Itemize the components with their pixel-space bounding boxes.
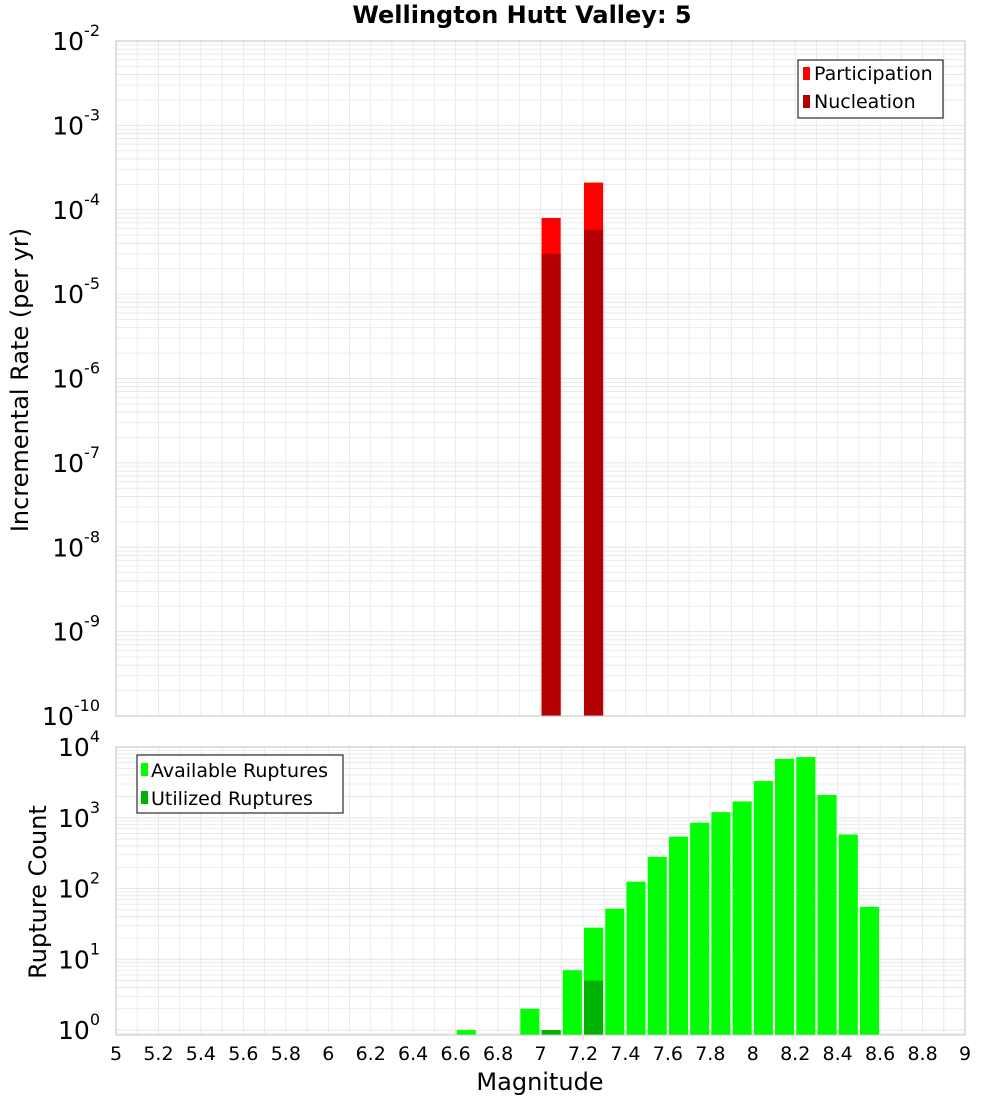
bottom-y-tick-label: 100 bbox=[58, 1010, 100, 1045]
available-ruptures-bar bbox=[456, 1030, 476, 1035]
x-tick-label: 7.8 bbox=[695, 1043, 725, 1065]
available-ruptures-bar bbox=[690, 822, 710, 1035]
bottom-y-tick-label: 103 bbox=[58, 798, 100, 833]
available-ruptures-bar bbox=[520, 1008, 540, 1035]
available-ruptures-bar bbox=[753, 781, 773, 1035]
top-y-tick-label: 10-7 bbox=[52, 443, 100, 478]
top-y-tick-label: 10-6 bbox=[52, 359, 100, 394]
participation-legend-swatch bbox=[803, 67, 810, 80]
nucleation-legend-swatch bbox=[803, 95, 810, 108]
x-axis-label: Magnitude bbox=[476, 1068, 603, 1096]
x-tick-label: 9 bbox=[959, 1043, 971, 1065]
available-legend-swatch bbox=[141, 763, 148, 776]
available-legend-label: Available Ruptures bbox=[151, 760, 328, 782]
top-grid bbox=[115, 41, 966, 717]
top-plot-frame bbox=[115, 40, 966, 717]
top-y-ticks: 10-10 10-9 10-8 10-7 10-6 10-5 10-4 10-3 10-2 bbox=[42, 21, 100, 731]
x-tick-label: 5 bbox=[110, 1043, 122, 1065]
top-y-tick-label: 10-5 bbox=[52, 274, 100, 309]
top-legend-box bbox=[797, 59, 944, 119]
available-ruptures-bar bbox=[838, 834, 858, 1035]
x-tick-label: 7 bbox=[534, 1043, 546, 1065]
x-tick-label: 5.6 bbox=[228, 1043, 258, 1065]
top-legend: Participation Nucleation bbox=[797, 59, 944, 119]
bottom-plot-frame bbox=[115, 746, 966, 1036]
x-tick-label: 6.4 bbox=[398, 1043, 428, 1065]
available-ruptures-bar bbox=[817, 794, 837, 1035]
bottom-y-tick-label: 104 bbox=[58, 727, 100, 762]
top-y-tick-label: 10-3 bbox=[52, 105, 100, 140]
available-ruptures-bar bbox=[732, 801, 752, 1035]
bottom-y-ticks: 100 101 102 103 104 bbox=[58, 727, 100, 1045]
available-ruptures-bar bbox=[626, 881, 646, 1035]
available-ruptures-bar bbox=[775, 758, 795, 1035]
x-tick-labels: 5 5.2 5.4 5.6 5.8 6 6.2 6.4 6.6 6.8 7 7.2 7.4 7.6 7.8 8… bbox=[110, 1043, 971, 1065]
x-tick-label: 6.6 bbox=[440, 1043, 470, 1065]
bottom-y-tick-label: 102 bbox=[58, 869, 100, 904]
bottom-bars bbox=[456, 757, 880, 1035]
x-tick-label: 5.2 bbox=[143, 1043, 173, 1065]
top-y-tick-label: 10-2 bbox=[52, 21, 100, 56]
x-tick-label: 5.8 bbox=[271, 1043, 301, 1065]
available-ruptures-bar bbox=[647, 856, 667, 1035]
utilized-ruptures-bar bbox=[584, 980, 604, 1035]
nucleation-bar bbox=[584, 229, 604, 717]
x-tick-label: 7.4 bbox=[610, 1043, 640, 1065]
top-y-axis-label: Incremental Rate (per yr) bbox=[6, 228, 34, 532]
bottom-legend-box bbox=[136, 754, 344, 814]
x-tick-label: 6 bbox=[322, 1043, 334, 1065]
utilized-ruptures-bar bbox=[541, 1030, 561, 1035]
x-tick-label: 6.2 bbox=[356, 1043, 386, 1065]
chart-title: Wellington Hutt Valley: 5 bbox=[352, 1, 691, 29]
available-ruptures-bar bbox=[796, 757, 816, 1035]
top-bars bbox=[541, 182, 604, 717]
x-tick-label: 8 bbox=[747, 1043, 759, 1065]
x-tick-label: 8.8 bbox=[907, 1043, 937, 1065]
available-ruptures-bar bbox=[711, 812, 731, 1035]
bottom-panel: 100 101 102 103 104 5 5.2 5.4 5.6 5.8 6 6.2 6.4 6.6 6… bbox=[24, 727, 971, 1096]
top-y-tick-label: 10-10 bbox=[42, 696, 100, 731]
x-tick-label: 8.4 bbox=[823, 1043, 853, 1065]
top-panel: 10-10 10-9 10-8 10-7 10-6 10-5 10-4 10-3 10-2 In… bbox=[6, 21, 966, 731]
x-tick-label: 7.6 bbox=[653, 1043, 683, 1065]
bottom-y-axis-label: Rupture Count bbox=[24, 805, 52, 979]
top-y-tick-label: 10-9 bbox=[52, 612, 100, 647]
x-tick-label: 8.6 bbox=[865, 1043, 895, 1065]
x-tick-label: 5.4 bbox=[186, 1043, 216, 1065]
nucleation-bar bbox=[541, 253, 561, 716]
nucleation-legend-label: Nucleation bbox=[814, 91, 916, 113]
x-tick-label: 8.2 bbox=[780, 1043, 810, 1065]
available-ruptures-bar bbox=[668, 836, 689, 1035]
bottom-legend: Available Ruptures Utilized Ruptures bbox=[136, 754, 344, 814]
x-tick-label: 7.2 bbox=[568, 1043, 598, 1065]
bottom-y-tick-label: 101 bbox=[58, 939, 100, 974]
participation-legend-label: Participation bbox=[814, 63, 933, 85]
top-y-tick-label: 10-8 bbox=[52, 527, 100, 562]
available-ruptures-bar bbox=[605, 908, 625, 1035]
utilized-legend-label: Utilized Ruptures bbox=[151, 788, 313, 810]
available-ruptures-bar bbox=[562, 970, 582, 1035]
utilized-legend-swatch bbox=[141, 791, 148, 804]
x-tick-label: 6.8 bbox=[483, 1043, 513, 1065]
top-y-tick-label: 10-4 bbox=[52, 190, 100, 225]
available-ruptures-bar bbox=[859, 906, 880, 1035]
